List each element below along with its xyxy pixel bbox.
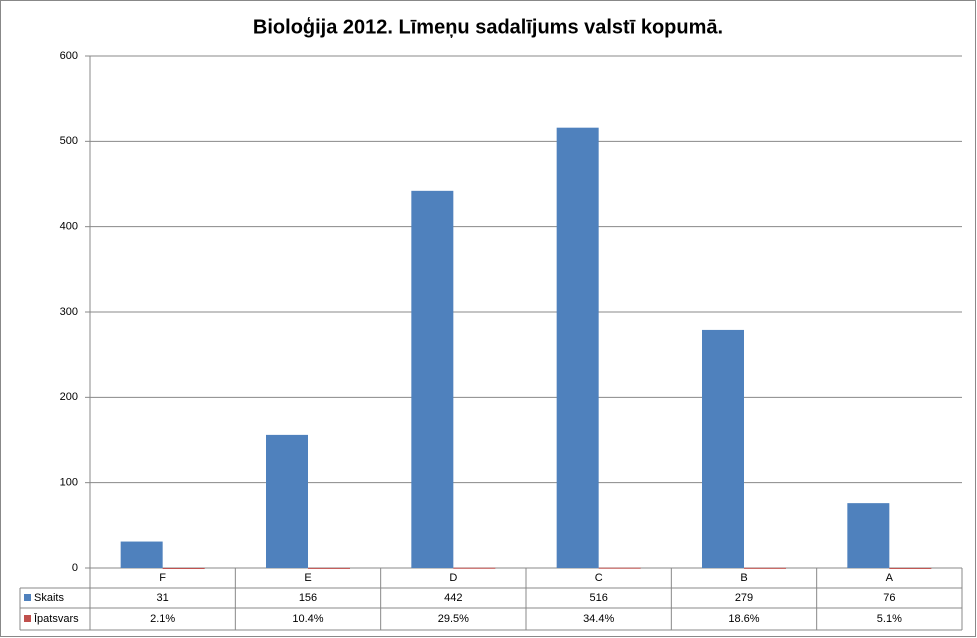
bar <box>411 190 454 568</box>
chart-title: Bioloģija 2012. Līmeņu sadalījums valstī… <box>253 16 723 38</box>
table-value: 29.5% <box>438 613 469 625</box>
legend-swatch <box>24 594 31 601</box>
bar <box>556 127 599 569</box>
legend-swatch <box>24 615 31 622</box>
y-tick-label: 400 <box>60 221 78 233</box>
bar <box>453 567 496 569</box>
x-tick-label: E <box>304 572 311 584</box>
bar <box>598 567 641 569</box>
x-tick-label: A <box>886 572 894 584</box>
x-tick-label: C <box>595 572 603 584</box>
y-tick-label: 600 <box>60 50 78 62</box>
bar <box>889 567 932 569</box>
table-value: 5.1% <box>877 613 902 625</box>
table-value: 76 <box>883 592 895 604</box>
table-value: 34.4% <box>583 613 614 625</box>
table-value: 516 <box>589 592 607 604</box>
bar <box>162 567 205 569</box>
bar <box>847 503 890 568</box>
bar <box>120 541 163 568</box>
table-value: 31 <box>157 592 169 604</box>
table-value: 10.4% <box>292 613 323 625</box>
x-tick-label: B <box>740 572 747 584</box>
y-tick-label: 0 <box>72 562 78 574</box>
table-value: 156 <box>299 592 317 604</box>
bar <box>266 434 308 568</box>
legend-label: Īpatsvars <box>34 613 79 625</box>
table-value: 279 <box>735 592 753 604</box>
x-tick-label: D <box>449 572 457 584</box>
x-tick-label: F <box>159 572 166 584</box>
table-value: 2.1% <box>150 613 175 625</box>
y-tick-label: 500 <box>60 135 78 147</box>
bar <box>308 567 350 569</box>
legend-label: Skaits <box>34 592 64 604</box>
y-tick-label: 100 <box>60 477 78 489</box>
table-value: 18.6% <box>728 613 759 625</box>
bar <box>702 329 744 568</box>
table-value: 442 <box>444 592 462 604</box>
y-tick-label: 300 <box>60 306 78 318</box>
bar <box>744 567 786 569</box>
y-tick-label: 200 <box>60 391 78 403</box>
